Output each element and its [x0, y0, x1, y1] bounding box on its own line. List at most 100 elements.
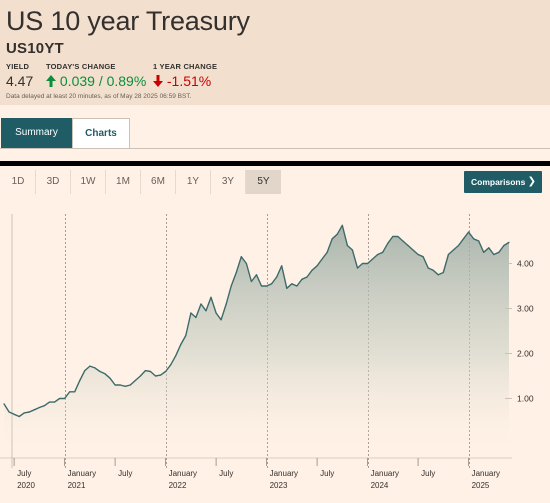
range-3d[interactable]: 3D — [36, 170, 71, 194]
data-point — [84, 370, 86, 372]
year-change: -1.51% — [153, 73, 211, 89]
data-point — [341, 224, 343, 226]
data-point — [397, 235, 399, 238]
data-point — [149, 370, 152, 373]
data-point — [442, 271, 444, 274]
data-point — [311, 269, 313, 271]
data-point — [452, 249, 454, 251]
x-tick-year-label: 2025 — [472, 481, 490, 490]
data-point — [306, 276, 308, 278]
data-point — [412, 249, 414, 251]
range-1y[interactable]: 1Y — [176, 170, 211, 194]
data-point — [483, 251, 485, 253]
data-point — [8, 411, 10, 413]
data-point — [154, 375, 157, 377]
range-1d[interactable]: 1D — [1, 170, 36, 194]
data-point — [462, 238, 465, 240]
yield-label: YIELD — [6, 62, 30, 71]
data-point — [89, 365, 91, 367]
x-tick-label: January — [371, 469, 399, 478]
data-point — [402, 240, 404, 242]
todays-change-label: TODAY'S CHANGE — [46, 62, 116, 71]
data-point — [43, 405, 46, 407]
data-point — [427, 267, 429, 269]
data-point — [225, 303, 227, 305]
data-point — [377, 253, 379, 256]
range-3y[interactable]: 3Y — [211, 170, 246, 194]
data-point — [53, 401, 56, 403]
data-point — [109, 377, 111, 379]
data-point — [33, 409, 35, 411]
data-point — [38, 406, 41, 409]
data-point — [200, 303, 202, 305]
x-tick-year-label: 2024 — [371, 481, 389, 490]
data-point — [493, 253, 495, 256]
x-tick-year-label: 2021 — [68, 481, 86, 490]
data-point — [195, 316, 197, 319]
data-point — [104, 373, 106, 375]
data-point — [175, 355, 177, 357]
arrow-up-icon — [46, 75, 56, 87]
data-point — [432, 269, 434, 271]
data-point — [286, 287, 288, 289]
data-point — [382, 251, 384, 253]
data-point — [59, 397, 61, 400]
data-point — [281, 265, 283, 267]
data-point — [139, 375, 141, 377]
chevron-right-icon: ❯ — [527, 176, 536, 187]
x-tick-label: July — [421, 469, 435, 478]
data-point — [210, 296, 212, 298]
data-point — [387, 242, 389, 244]
data-point — [245, 262, 247, 265]
section-divider — [0, 161, 550, 166]
quote-header: US 10 year Treasury US10YT YIELD 4.47 TO… — [0, 0, 550, 105]
range-1w[interactable]: 1W — [71, 170, 106, 194]
data-point — [18, 415, 20, 418]
x-tick-year-label: 2020 — [17, 481, 35, 490]
y-tick-label: 2.00 — [517, 349, 534, 359]
data-point — [301, 278, 303, 280]
y-tick-label: 4.00 — [517, 259, 534, 269]
year-change-value: -1.51% — [166, 73, 212, 89]
data-point — [260, 285, 263, 287]
data-point — [356, 267, 359, 269]
data-point — [23, 412, 25, 414]
tab-summary[interactable]: Summary — [1, 118, 72, 148]
yield-chart[interactable]: 1.00 2.00 3.00 4.00 July 2020 January 2021 July… — [0, 200, 550, 503]
data-point — [114, 384, 116, 386]
y-tick-label: 1.00 — [517, 394, 534, 404]
data-point — [99, 370, 101, 373]
data-point — [205, 310, 207, 312]
data-point — [468, 231, 470, 233]
x-tick-label: July — [17, 469, 31, 478]
x-tick-year-label: 2022 — [169, 481, 187, 490]
comparisons-button[interactable]: Comparisons ❯ — [464, 171, 542, 193]
data-point — [119, 384, 121, 386]
data-point — [230, 285, 232, 287]
todays-change-value: 0.039 / 0.89% — [59, 73, 147, 89]
data-point — [392, 235, 394, 238]
data-point — [291, 283, 293, 285]
data-point — [498, 251, 500, 253]
data-point — [144, 370, 146, 372]
range-6m[interactable]: 6M — [141, 170, 176, 194]
x-tick-label: July — [219, 469, 233, 478]
data-point — [185, 334, 187, 337]
tab-charts[interactable]: Charts — [72, 118, 130, 148]
data-point — [13, 413, 15, 415]
data-point — [331, 238, 333, 240]
data-point — [321, 258, 323, 260]
data-point — [235, 271, 237, 274]
data-point — [447, 253, 449, 256]
data-point — [478, 240, 480, 242]
data-point — [372, 258, 374, 260]
data-point — [276, 276, 278, 278]
range-5y[interactable]: 5Y — [246, 170, 281, 194]
x-tick-label: July — [320, 469, 334, 478]
data-point — [271, 283, 273, 285]
data-point — [508, 241, 510, 243]
range-1m[interactable]: 1M — [106, 170, 141, 194]
data-point — [422, 256, 424, 258]
tab-bar: Summary Charts — [0, 118, 550, 149]
data-point — [488, 247, 490, 249]
